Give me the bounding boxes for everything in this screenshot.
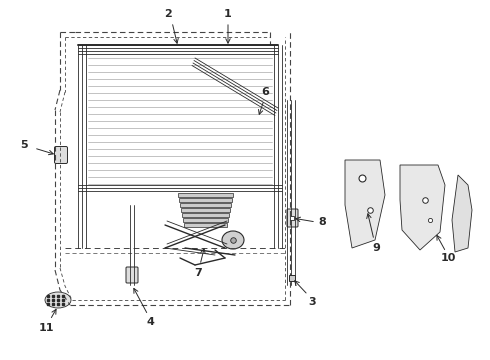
Text: 5: 5: [20, 140, 28, 150]
Bar: [183, 218, 228, 222]
Text: 11: 11: [38, 323, 54, 333]
Bar: [179, 198, 232, 202]
Polygon shape: [345, 160, 385, 248]
Bar: [178, 193, 233, 197]
Bar: [180, 203, 231, 207]
Bar: [181, 208, 230, 212]
Text: 10: 10: [441, 253, 456, 263]
Text: 6: 6: [261, 87, 269, 97]
Ellipse shape: [45, 292, 71, 308]
Bar: [182, 213, 229, 217]
Polygon shape: [400, 165, 445, 250]
Bar: [184, 223, 227, 227]
Text: 8: 8: [318, 217, 326, 227]
Text: 9: 9: [372, 243, 380, 253]
Text: 3: 3: [308, 297, 316, 307]
Text: 1: 1: [224, 9, 232, 19]
Text: 4: 4: [146, 317, 154, 327]
FancyBboxPatch shape: [54, 147, 68, 163]
Polygon shape: [452, 175, 472, 252]
FancyBboxPatch shape: [126, 267, 138, 283]
Text: 7: 7: [194, 268, 202, 278]
FancyBboxPatch shape: [287, 209, 298, 227]
Text: 2: 2: [164, 9, 172, 19]
Ellipse shape: [222, 231, 244, 249]
